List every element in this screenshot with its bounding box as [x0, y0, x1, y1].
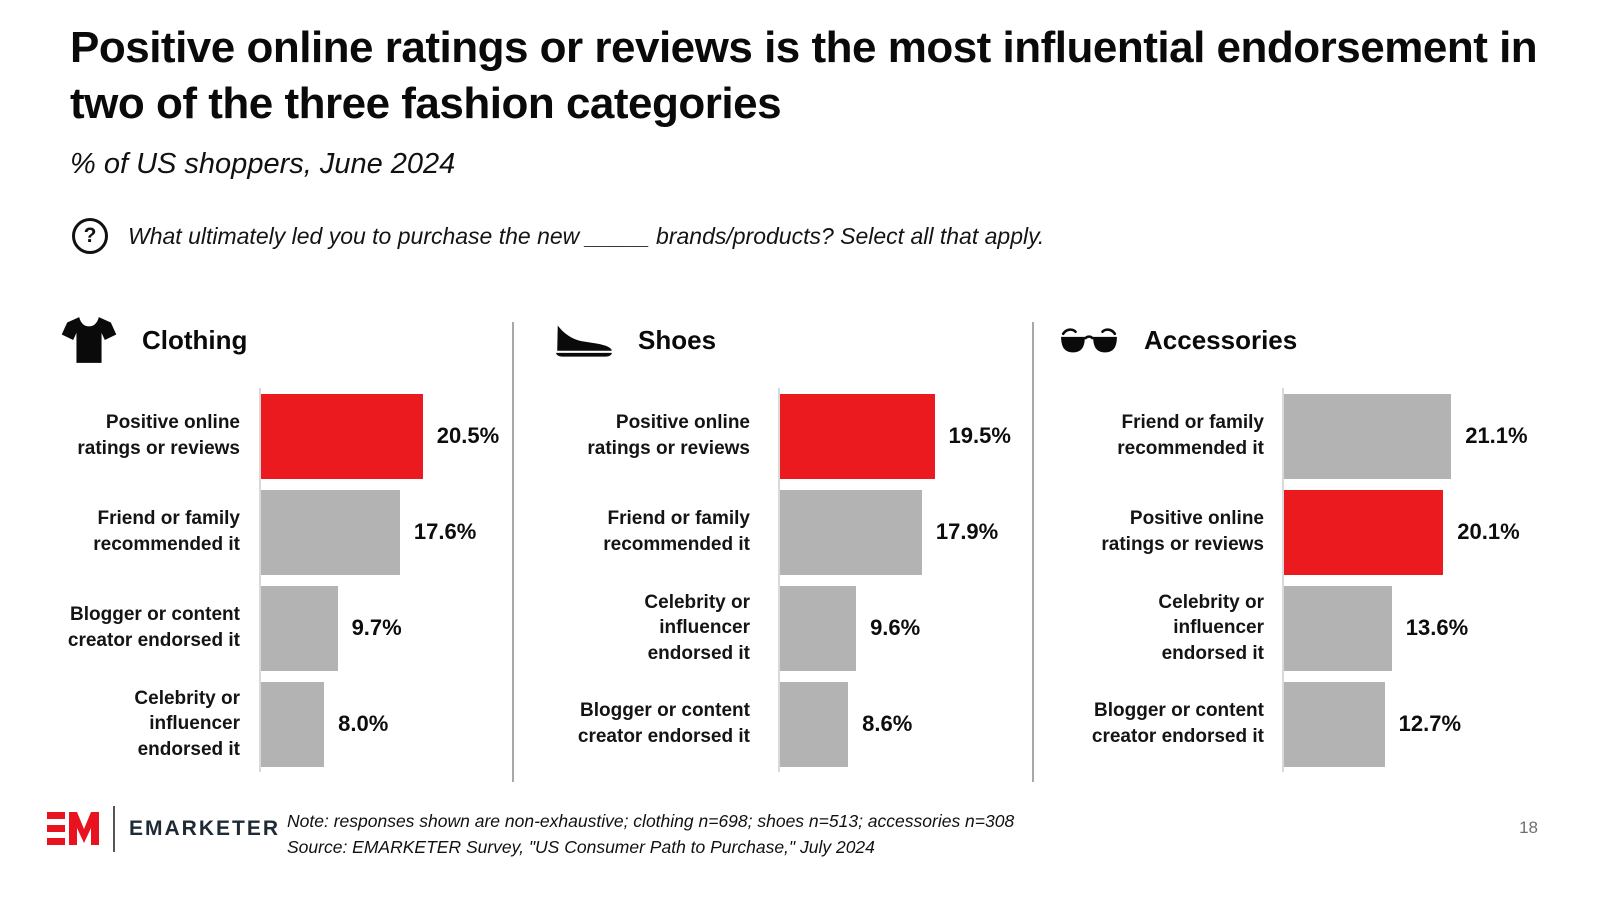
bar-value: 21.1% — [1465, 423, 1528, 448]
survey-question-text: What ultimately led you to purchase the … — [128, 222, 1045, 249]
em-logo-icon — [47, 812, 99, 845]
bar-area: 13.6% — [1282, 580, 1536, 676]
panel-header: Clothing — [60, 314, 512, 366]
panel-accessories: Accessories Friend or family recommended … — [1034, 300, 1536, 780]
bar-label: Celebrity or influencer endorsed it — [644, 591, 750, 664]
logo-divider — [113, 806, 115, 852]
bar — [1284, 585, 1392, 671]
bar-row: Friend or family recommended it 17.9% — [554, 484, 1032, 580]
bar-label: Positive online ratings or reviews — [77, 412, 240, 459]
bar-area: 17.6% — [259, 484, 512, 580]
page-number: 18 — [1519, 818, 1538, 837]
bar-value: 9.7% — [351, 615, 402, 640]
bar-value: 13.6% — [1405, 615, 1469, 640]
bar — [1284, 681, 1385, 767]
panel-shoes: Shoes Positive online ratings or reviews 1… — [514, 300, 1032, 780]
bar-row: Celebrity or influencer endorsed it 9.6% — [554, 580, 1032, 676]
bar-label: Blogger or content creator endorsed it — [1091, 700, 1264, 747]
bar-row: Celebrity or influencer endorsed it 8.0% — [60, 676, 512, 772]
bar-rows: Friend or family recommended it 21.1% Posi… — [1058, 388, 1536, 772]
bar-value: 9.6% — [870, 615, 921, 640]
bar-row: Blogger or content creator endorsed it 12… — [1058, 676, 1536, 772]
bar — [780, 585, 857, 671]
source-line: Source: EMARKETER Survey, "US Consumer P… — [287, 837, 875, 858]
bar-label: Friend or family recommended it — [1117, 412, 1264, 459]
bar-label: Celebrity or influencer endorsed it — [1158, 591, 1264, 664]
bar-row: Friend or family recommended it 21.1% — [1058, 388, 1536, 484]
bar-area: 9.6% — [778, 580, 1032, 676]
bar — [780, 489, 922, 575]
bar-area: 17.9% — [778, 484, 1032, 580]
bar-value: 8.6% — [862, 711, 913, 736]
survey-question: ? What ultimately led you to purchase th… — [72, 218, 1412, 254]
emarketer-logo: EMARKETER — [45, 806, 280, 852]
note-line: Note: responses shown are non-exhaustive… — [287, 811, 1015, 831]
bar-rows: Positive online ratings or reviews 19.5% F… — [554, 388, 1032, 772]
bar-highlighted — [1284, 489, 1444, 575]
bar — [261, 489, 400, 575]
bar — [780, 681, 849, 767]
shoe-icon — [554, 320, 614, 360]
bar-highlighted — [261, 393, 423, 479]
panel-divider — [512, 322, 514, 782]
panel-header: Accessories — [1058, 314, 1536, 366]
bar-row: Friend or family recommended it 17.6% — [60, 484, 512, 580]
bar-value: 17.6% — [413, 519, 477, 544]
footnotes: Note: responses shown are non-exhaustive… — [287, 808, 1267, 861]
bar — [1284, 393, 1452, 479]
bar-row: Positive online ratings or reviews 19.5% — [554, 388, 1032, 484]
tshirt-icon — [60, 316, 118, 364]
bar-value: 8.0% — [338, 711, 389, 736]
panels: Clothing Positive online ratings or revie… — [60, 300, 1540, 782]
bar-row: Positive online ratings or reviews 20.1% — [1058, 484, 1536, 580]
panel-category-label: Shoes — [638, 324, 717, 355]
bar-area: 9.7% — [259, 580, 512, 676]
bar-area: 19.5% — [778, 388, 1032, 484]
panel-category-label: Clothing — [142, 324, 248, 355]
question-circle-icon: ? — [72, 218, 108, 254]
bar-area: 8.6% — [778, 676, 1032, 772]
bar — [261, 585, 338, 671]
page-title: Positive online ratings or reviews is th… — [70, 23, 1538, 128]
bar-value: 19.5% — [948, 423, 1011, 448]
bar-value: 20.1% — [1457, 519, 1520, 544]
bar-rows: Positive online ratings or reviews 20.5% F… — [60, 388, 512, 772]
bar — [261, 681, 325, 767]
bar-area: 8.0% — [259, 676, 512, 772]
bar-area: 20.5% — [259, 388, 512, 484]
bar-label: Positive online ratings or reviews — [587, 412, 750, 459]
bar-row: Blogger or content creator endorsed it 9.… — [60, 580, 512, 676]
bar-row: Blogger or content creator endorsed it 8.… — [554, 676, 1032, 772]
panel-clothing: Clothing Positive online ratings or revie… — [60, 300, 512, 780]
bar-value: 12.7% — [1398, 711, 1462, 736]
panel-header: Shoes — [554, 314, 1032, 366]
bar-area: 20.1% — [1282, 484, 1536, 580]
bar-value: 17.9% — [935, 519, 999, 544]
bar-label: Positive online ratings or reviews — [1101, 508, 1264, 555]
bar-label: Celebrity or influencer endorsed it — [134, 687, 240, 760]
bar-area: 12.7% — [1282, 676, 1536, 772]
bar-label: Friend or family recommended it — [93, 508, 240, 555]
chart-subtitle: % of US shoppers, June 2024 — [70, 148, 456, 180]
panel-divider — [1032, 322, 1034, 782]
bar-label: Friend or family recommended it — [603, 508, 750, 555]
panel-category-label: Accessories — [1144, 324, 1298, 355]
sunglasses-icon — [1058, 319, 1120, 361]
emarketer-wordmark: EMARKETER — [129, 817, 281, 840]
bar-label: Blogger or content creator endorsed it — [67, 604, 240, 651]
bar-value: 20.5% — [436, 423, 500, 448]
bar-label: Blogger or content creator endorsed it — [577, 700, 750, 747]
bar-row: Positive online ratings or reviews 20.5% — [60, 388, 512, 484]
bar-row: Celebrity or influencer endorsed it 13.6% — [1058, 580, 1536, 676]
bar-highlighted — [780, 393, 935, 479]
bar-area: 21.1% — [1282, 388, 1536, 484]
